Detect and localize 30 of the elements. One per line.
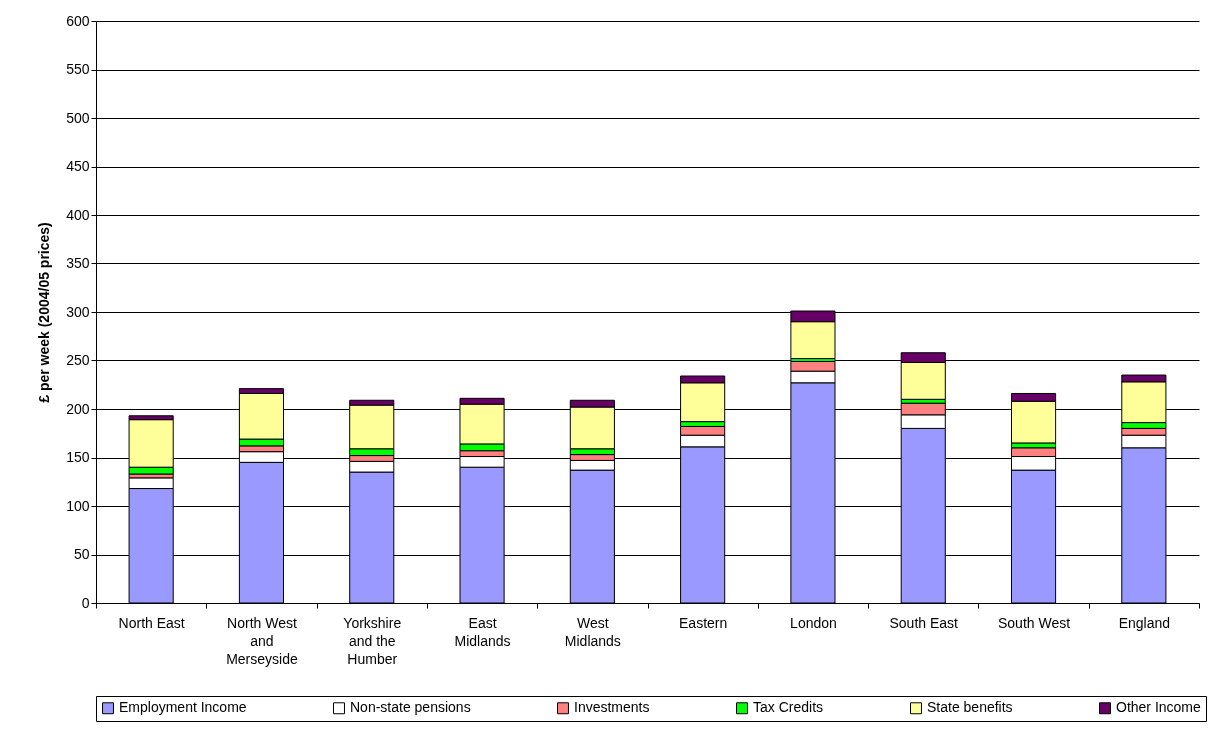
- y-tick-label: 300: [66, 303, 90, 320]
- x-tick-label: South West: [997, 614, 1071, 631]
- legend-label: State benefits: [927, 699, 1013, 716]
- y-tick-label: 150: [66, 449, 90, 465]
- legend-label: Tax Credits: [753, 699, 824, 716]
- y-tick-label: 100: [66, 497, 90, 514]
- y-axis-title: £ per week (2004/05 prices): [36, 222, 53, 403]
- x-tick-label: West Midlands: [564, 614, 621, 649]
- legend-label: Non-state pensions: [350, 699, 471, 716]
- y-tick-label: 600: [66, 12, 90, 29]
- x-tick-label: South East: [889, 614, 959, 631]
- y-tick-label: 50: [73, 546, 90, 562]
- y-tick-label: 350: [66, 255, 90, 271]
- x-tick-label: Yorkshire and the Humber: [343, 614, 402, 667]
- y-tick-label: 550: [66, 61, 90, 77]
- y-tick-label: 450: [66, 158, 90, 174]
- legend-label: Employment Income: [119, 699, 247, 716]
- y-tick-label: 400: [66, 206, 90, 223]
- x-tick-label: Eastern: [679, 614, 728, 631]
- x-tick-label: North West and Merseyside: [226, 614, 298, 667]
- y-tick-label: 200: [66, 400, 90, 417]
- legend-label: Other Income: [1116, 699, 1202, 716]
- y-tick-label: 250: [66, 352, 90, 368]
- legend-label: Investments: [574, 699, 650, 716]
- y-tick-label: 0: [81, 594, 90, 611]
- x-tick-label: East Midlands: [454, 614, 511, 649]
- y-tick-label: 500: [66, 109, 90, 126]
- x-tick-label: England: [1118, 614, 1171, 631]
- x-tick-label: North East: [118, 614, 185, 631]
- x-tick-label: London: [790, 614, 837, 631]
